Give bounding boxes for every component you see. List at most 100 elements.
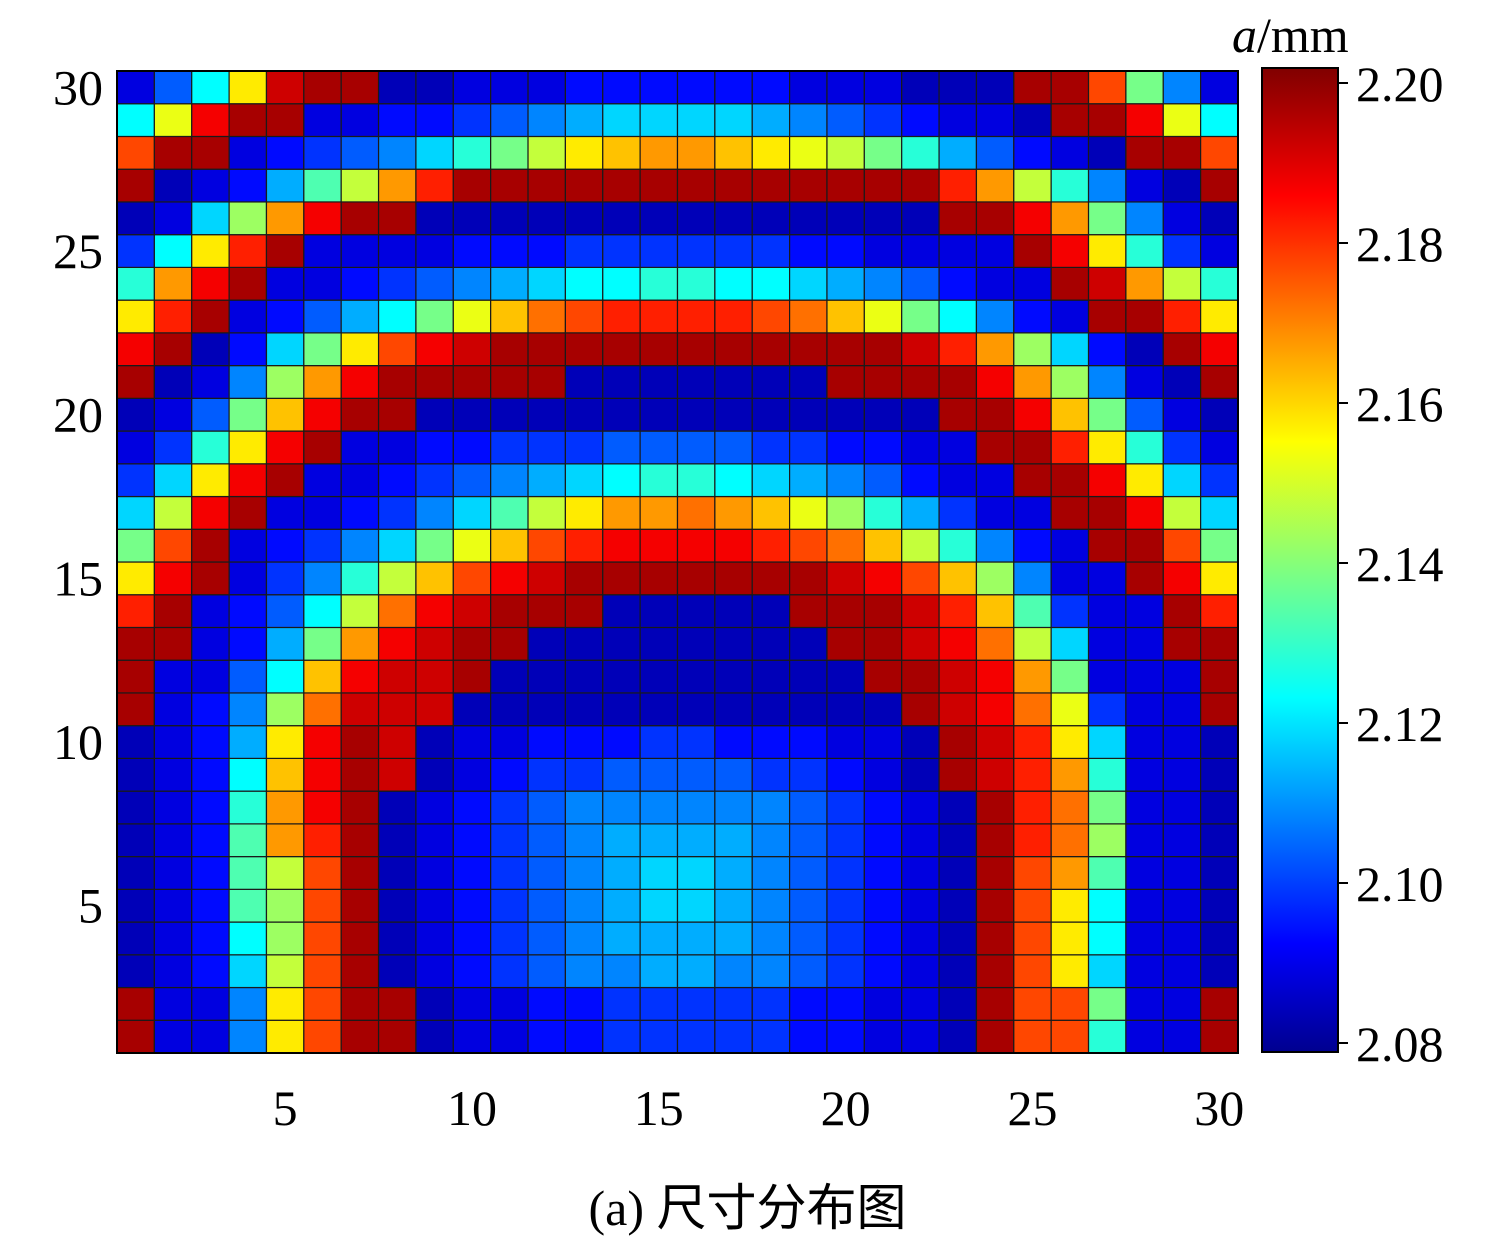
heatmap-cells xyxy=(116,70,1239,1054)
heatmap-cell xyxy=(751,365,791,399)
heatmap-cell xyxy=(1162,954,1202,989)
heatmap-cell xyxy=(191,70,230,105)
heatmap-cell xyxy=(751,659,791,694)
heatmap-cell xyxy=(1013,495,1052,530)
heatmap-cell xyxy=(639,332,679,367)
heatmap-cell xyxy=(714,594,753,629)
heatmap-cell xyxy=(788,168,828,203)
heatmap-cell xyxy=(303,790,342,825)
heatmap-cell xyxy=(527,332,567,367)
heatmap-cell xyxy=(191,986,230,1021)
heatmap-cell xyxy=(602,1019,641,1054)
heatmap-cell xyxy=(714,70,753,105)
heatmap-cell xyxy=(1162,299,1202,334)
heatmap-cell xyxy=(564,986,604,1021)
heatmap-cell xyxy=(788,234,828,268)
heatmap-cell xyxy=(602,855,641,890)
heatmap-cell xyxy=(265,790,305,825)
heatmap-cell xyxy=(1200,692,1239,727)
heatmap-cell xyxy=(639,299,679,334)
heatmap-cell xyxy=(340,70,380,105)
heatmap-cell xyxy=(1200,266,1239,301)
heatmap-cell xyxy=(826,430,865,465)
heatmap-cell xyxy=(191,430,230,465)
heatmap-cell xyxy=(639,234,679,268)
heatmap-cell xyxy=(340,692,380,727)
heatmap-cell xyxy=(527,495,567,530)
heatmap-cell xyxy=(452,463,492,498)
heatmap-cell xyxy=(751,528,791,563)
heatmap-cell xyxy=(1200,659,1239,694)
heatmap-cell xyxy=(639,1019,679,1054)
heatmap-cell xyxy=(639,70,679,105)
heatmap-cell xyxy=(564,1019,604,1054)
heatmap-cell xyxy=(1162,168,1202,203)
heatmap-cell xyxy=(377,168,417,203)
heatmap-cell xyxy=(1125,659,1164,694)
heatmap-cell xyxy=(863,888,903,923)
heatmap-cell xyxy=(602,528,641,563)
heatmap-cell xyxy=(1087,397,1127,432)
heatmap-cell xyxy=(1050,397,1090,432)
heatmap-cell xyxy=(751,790,791,825)
heatmap-cell xyxy=(303,659,342,694)
heatmap-cell xyxy=(377,692,417,727)
heatmap-cell xyxy=(377,790,417,825)
heatmap-cell xyxy=(975,201,1015,236)
heatmap-cell xyxy=(1013,725,1052,759)
heatmap-cell xyxy=(901,725,940,759)
heatmap-cell xyxy=(415,332,454,367)
heatmap-cell xyxy=(1200,70,1239,105)
y-tick-label: 30 xyxy=(53,59,103,115)
heatmap-cell xyxy=(938,463,978,498)
y-tick-label: 5 xyxy=(78,878,103,934)
heatmap-cell xyxy=(415,954,454,989)
heatmap-cell xyxy=(303,528,342,563)
heatmap-cell xyxy=(377,626,417,661)
heatmap-cell xyxy=(602,594,641,629)
heatmap-cell xyxy=(639,725,679,759)
heatmap-cell xyxy=(826,1019,865,1054)
heatmap-cell xyxy=(1162,234,1202,268)
heatmap-cell xyxy=(490,201,529,236)
heatmap-cell xyxy=(228,986,268,1021)
heatmap-cell xyxy=(228,1019,268,1054)
heatmap-cell xyxy=(490,954,529,989)
heatmap-cell xyxy=(1125,528,1164,563)
heatmap-cell xyxy=(191,1019,230,1054)
heatmap-cell xyxy=(602,168,641,203)
heatmap-cell xyxy=(153,1019,193,1054)
heatmap-cell xyxy=(938,168,978,203)
heatmap-cell xyxy=(340,790,380,825)
heatmap-cell xyxy=(452,1019,492,1054)
heatmap-cell xyxy=(527,692,567,727)
heatmap-cell xyxy=(265,561,305,596)
heatmap-cell xyxy=(116,790,155,825)
heatmap-cell xyxy=(1013,201,1052,236)
heatmap-cell xyxy=(1013,1019,1052,1054)
heatmap-cell xyxy=(1013,266,1052,301)
heatmap-cell xyxy=(191,855,230,890)
heatmap-cell xyxy=(1200,757,1239,792)
heatmap-cell xyxy=(1162,397,1202,432)
heatmap-cell xyxy=(1125,692,1164,727)
heatmap-cell xyxy=(1125,954,1164,989)
heatmap-cell xyxy=(1200,299,1239,334)
heatmap-cell xyxy=(153,986,193,1021)
heatmap-cell xyxy=(788,790,828,825)
heatmap-cell xyxy=(377,299,417,334)
heatmap-cell xyxy=(1087,561,1127,596)
heatmap-cell xyxy=(116,365,155,399)
plot-frame xyxy=(116,70,1239,1054)
x-tick-label: 5 xyxy=(273,1080,298,1136)
heatmap-cell xyxy=(228,463,268,498)
heatmap-cell xyxy=(826,528,865,563)
heatmap-cell xyxy=(863,234,903,268)
heatmap-cell xyxy=(1162,888,1202,923)
heatmap-cell xyxy=(714,528,753,563)
heatmap-cell xyxy=(901,561,940,596)
heatmap-cell xyxy=(938,790,978,825)
heatmap-cell xyxy=(527,168,567,203)
heatmap-cell xyxy=(1013,70,1052,105)
heatmap-cell xyxy=(1087,855,1127,890)
